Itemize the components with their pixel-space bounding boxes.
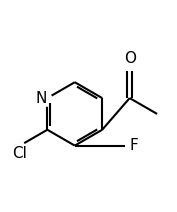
- Text: F: F: [130, 138, 138, 153]
- Text: Cl: Cl: [12, 146, 27, 161]
- Text: N: N: [36, 91, 47, 106]
- Text: O: O: [124, 51, 136, 66]
